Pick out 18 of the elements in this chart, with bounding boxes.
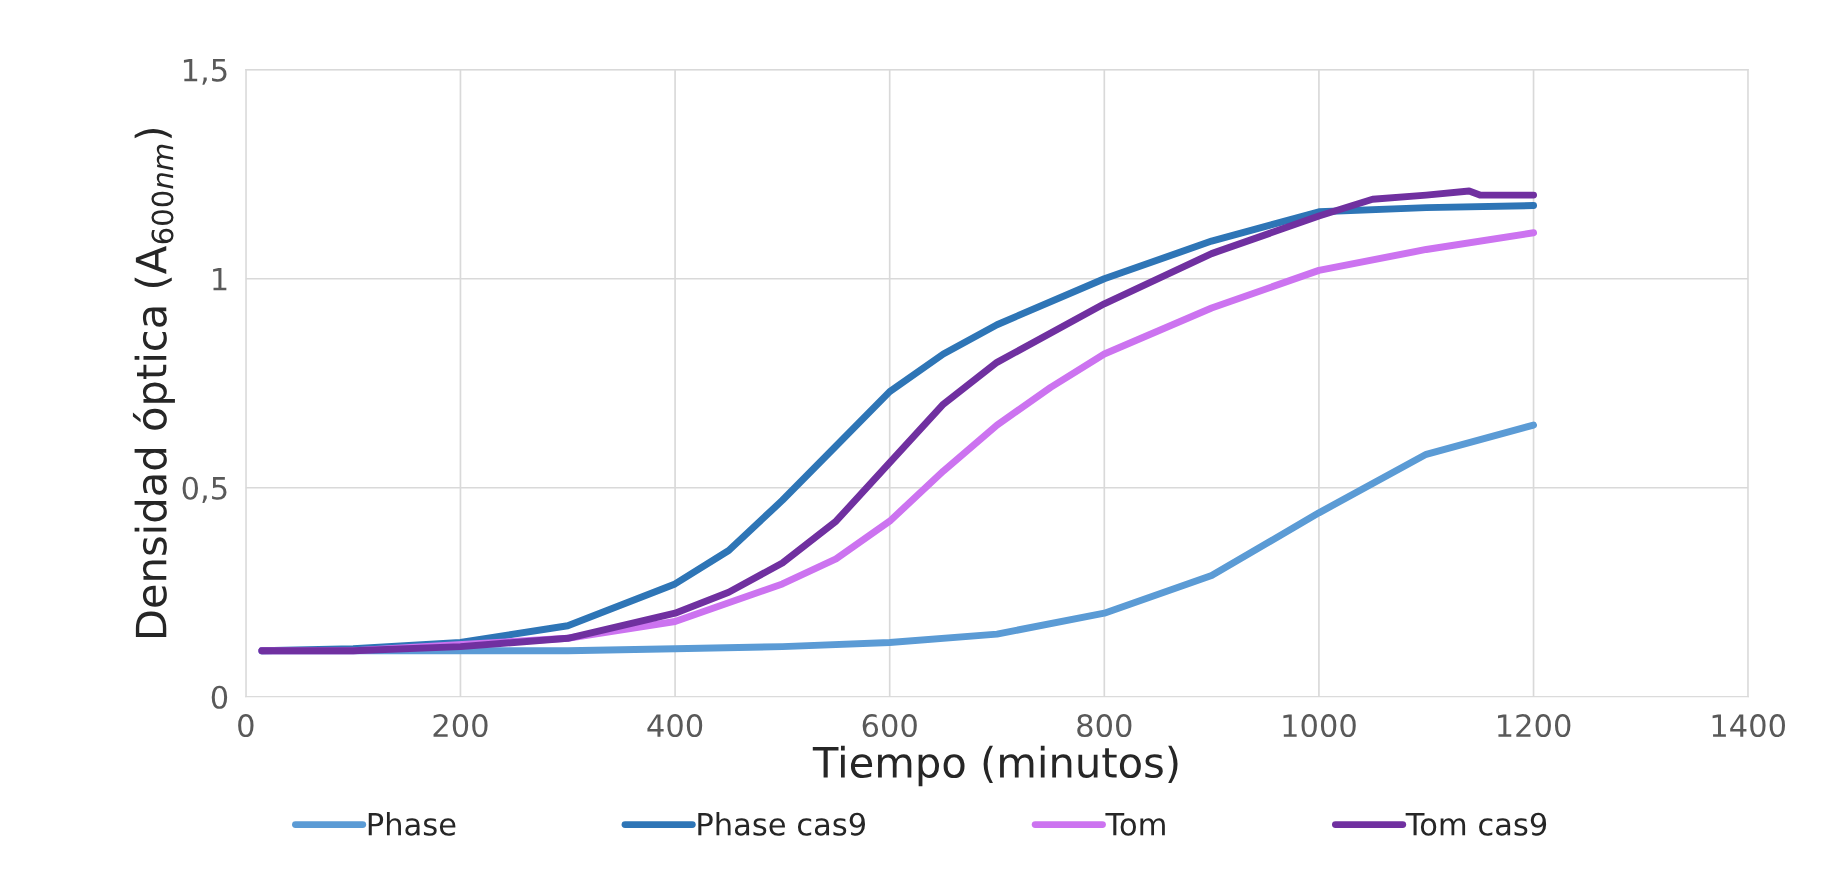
x-tick-label: 1200 bbox=[1498, 714, 1571, 738]
legend-label: Tom bbox=[1105, 813, 1165, 836]
y-tick-label: 0 bbox=[211, 685, 228, 709]
x-tick-label: 0 bbox=[238, 714, 254, 738]
x-tick-label: 600 bbox=[862, 714, 917, 738]
y-tick-label: 1 bbox=[213, 268, 227, 291]
y-tick-label: 1,5 bbox=[183, 59, 227, 85]
y-axis-title: Densidad óptica (A$_{600nm}$) bbox=[132, 128, 175, 638]
x-tick-label: 1400 bbox=[1712, 714, 1786, 738]
x-tick-label: 1000 bbox=[1283, 714, 1356, 738]
x-axis-title: Tiempo (minutos) bbox=[812, 745, 1178, 787]
legend-label: Phase cas9 bbox=[698, 812, 866, 836]
legend-label: Tom cas9 bbox=[1405, 812, 1547, 836]
y-tick-label: 0,5 bbox=[182, 476, 227, 503]
x-tick-label: 800 bbox=[1077, 714, 1132, 738]
x-tick-label: 400 bbox=[647, 714, 703, 738]
x-tick-label: 200 bbox=[433, 714, 488, 738]
legend-label: Phase bbox=[368, 812, 456, 836]
